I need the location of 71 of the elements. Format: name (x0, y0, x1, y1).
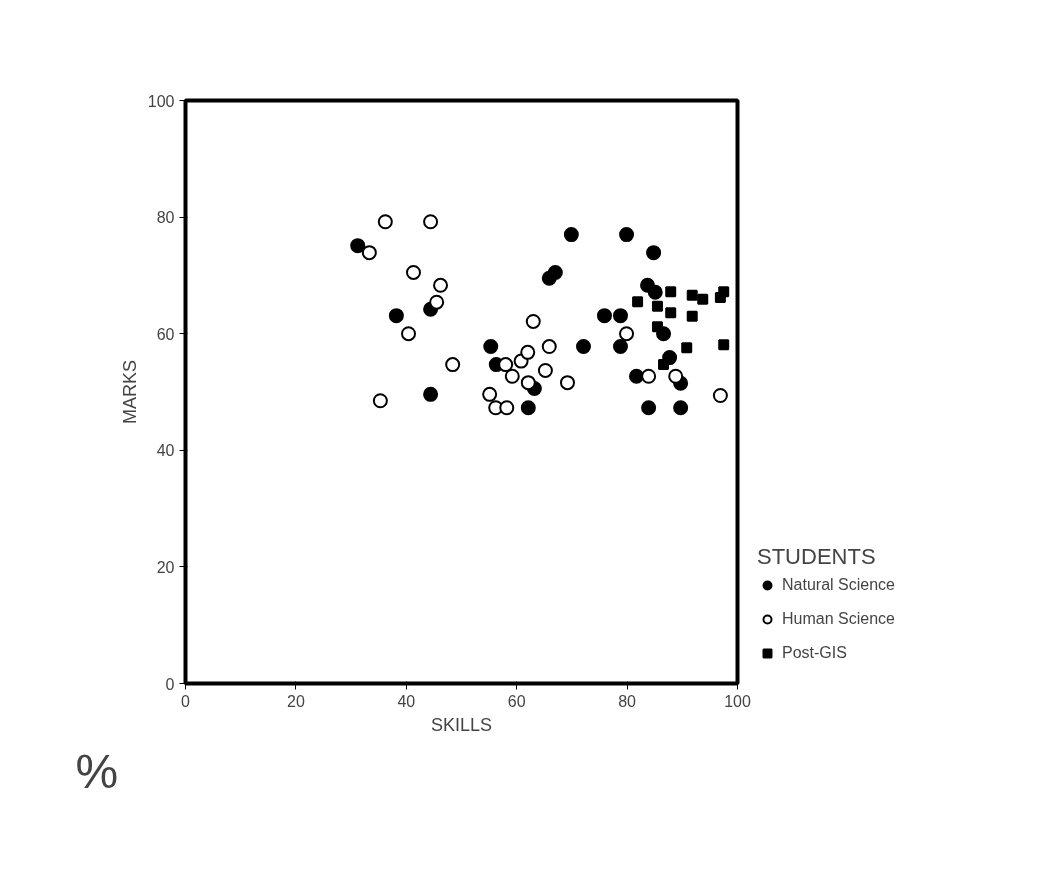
point (673, 400, 689, 416)
point (405, 265, 421, 280)
y-axis-title: MARKS (119, 359, 140, 425)
point (525, 313, 541, 329)
point (499, 400, 515, 416)
point (641, 368, 657, 384)
point (646, 245, 662, 261)
x-tick-label: 20 (287, 692, 305, 710)
point (651, 321, 663, 333)
point (445, 357, 461, 373)
y-tick-label: 40 (156, 442, 175, 460)
point (520, 344, 536, 360)
point (632, 296, 644, 308)
point (541, 339, 557, 355)
y-tick-label: 80 (156, 209, 175, 227)
point (712, 388, 728, 403)
point (596, 308, 612, 324)
point (681, 342, 693, 354)
point (563, 227, 579, 243)
point (559, 375, 575, 391)
point (612, 308, 628, 324)
point (647, 284, 663, 300)
x-tick-label: 40 (397, 692, 416, 710)
point (388, 308, 404, 324)
point (718, 286, 730, 298)
point (423, 386, 439, 402)
x-tick-label: 60 (507, 692, 526, 710)
point (482, 386, 498, 402)
point (377, 214, 393, 230)
point (350, 238, 366, 254)
point (718, 339, 730, 351)
point (433, 277, 449, 293)
point (520, 375, 536, 391)
x-tick-label: 100 (724, 692, 751, 710)
point (619, 326, 635, 342)
point (504, 368, 520, 384)
y-tick-label: 20 (156, 558, 175, 576)
x-tick-label: 0 (181, 692, 191, 710)
point (498, 357, 514, 373)
point (575, 339, 591, 355)
y-tick-label: 60 (156, 325, 175, 343)
point (628, 368, 644, 384)
point (665, 286, 677, 298)
point (651, 300, 663, 312)
text: % (75, 744, 119, 798)
point (423, 214, 439, 230)
point (429, 294, 445, 310)
point (686, 289, 698, 301)
point (619, 227, 635, 243)
point (547, 265, 563, 280)
point (658, 359, 670, 371)
legend-label: Human Science (782, 610, 895, 628)
point (361, 245, 377, 261)
point (520, 400, 536, 416)
y-tick-label: 0 (165, 675, 175, 693)
point (401, 326, 417, 342)
point (665, 307, 677, 319)
point (641, 400, 657, 416)
x-tick-label: 80 (618, 692, 637, 710)
point (483, 339, 499, 355)
point (697, 293, 709, 305)
point (612, 339, 628, 355)
x-axis-title: SKILLS (430, 714, 493, 735)
point (686, 310, 698, 322)
legend-title: STUDENTS (757, 544, 877, 570)
legend-label: Post-GIS (782, 644, 847, 662)
point (372, 393, 388, 409)
y-tick-label: 100 (147, 92, 175, 110)
point (668, 368, 684, 384)
point (537, 362, 553, 378)
legend-label: Natural Science (782, 576, 895, 594)
